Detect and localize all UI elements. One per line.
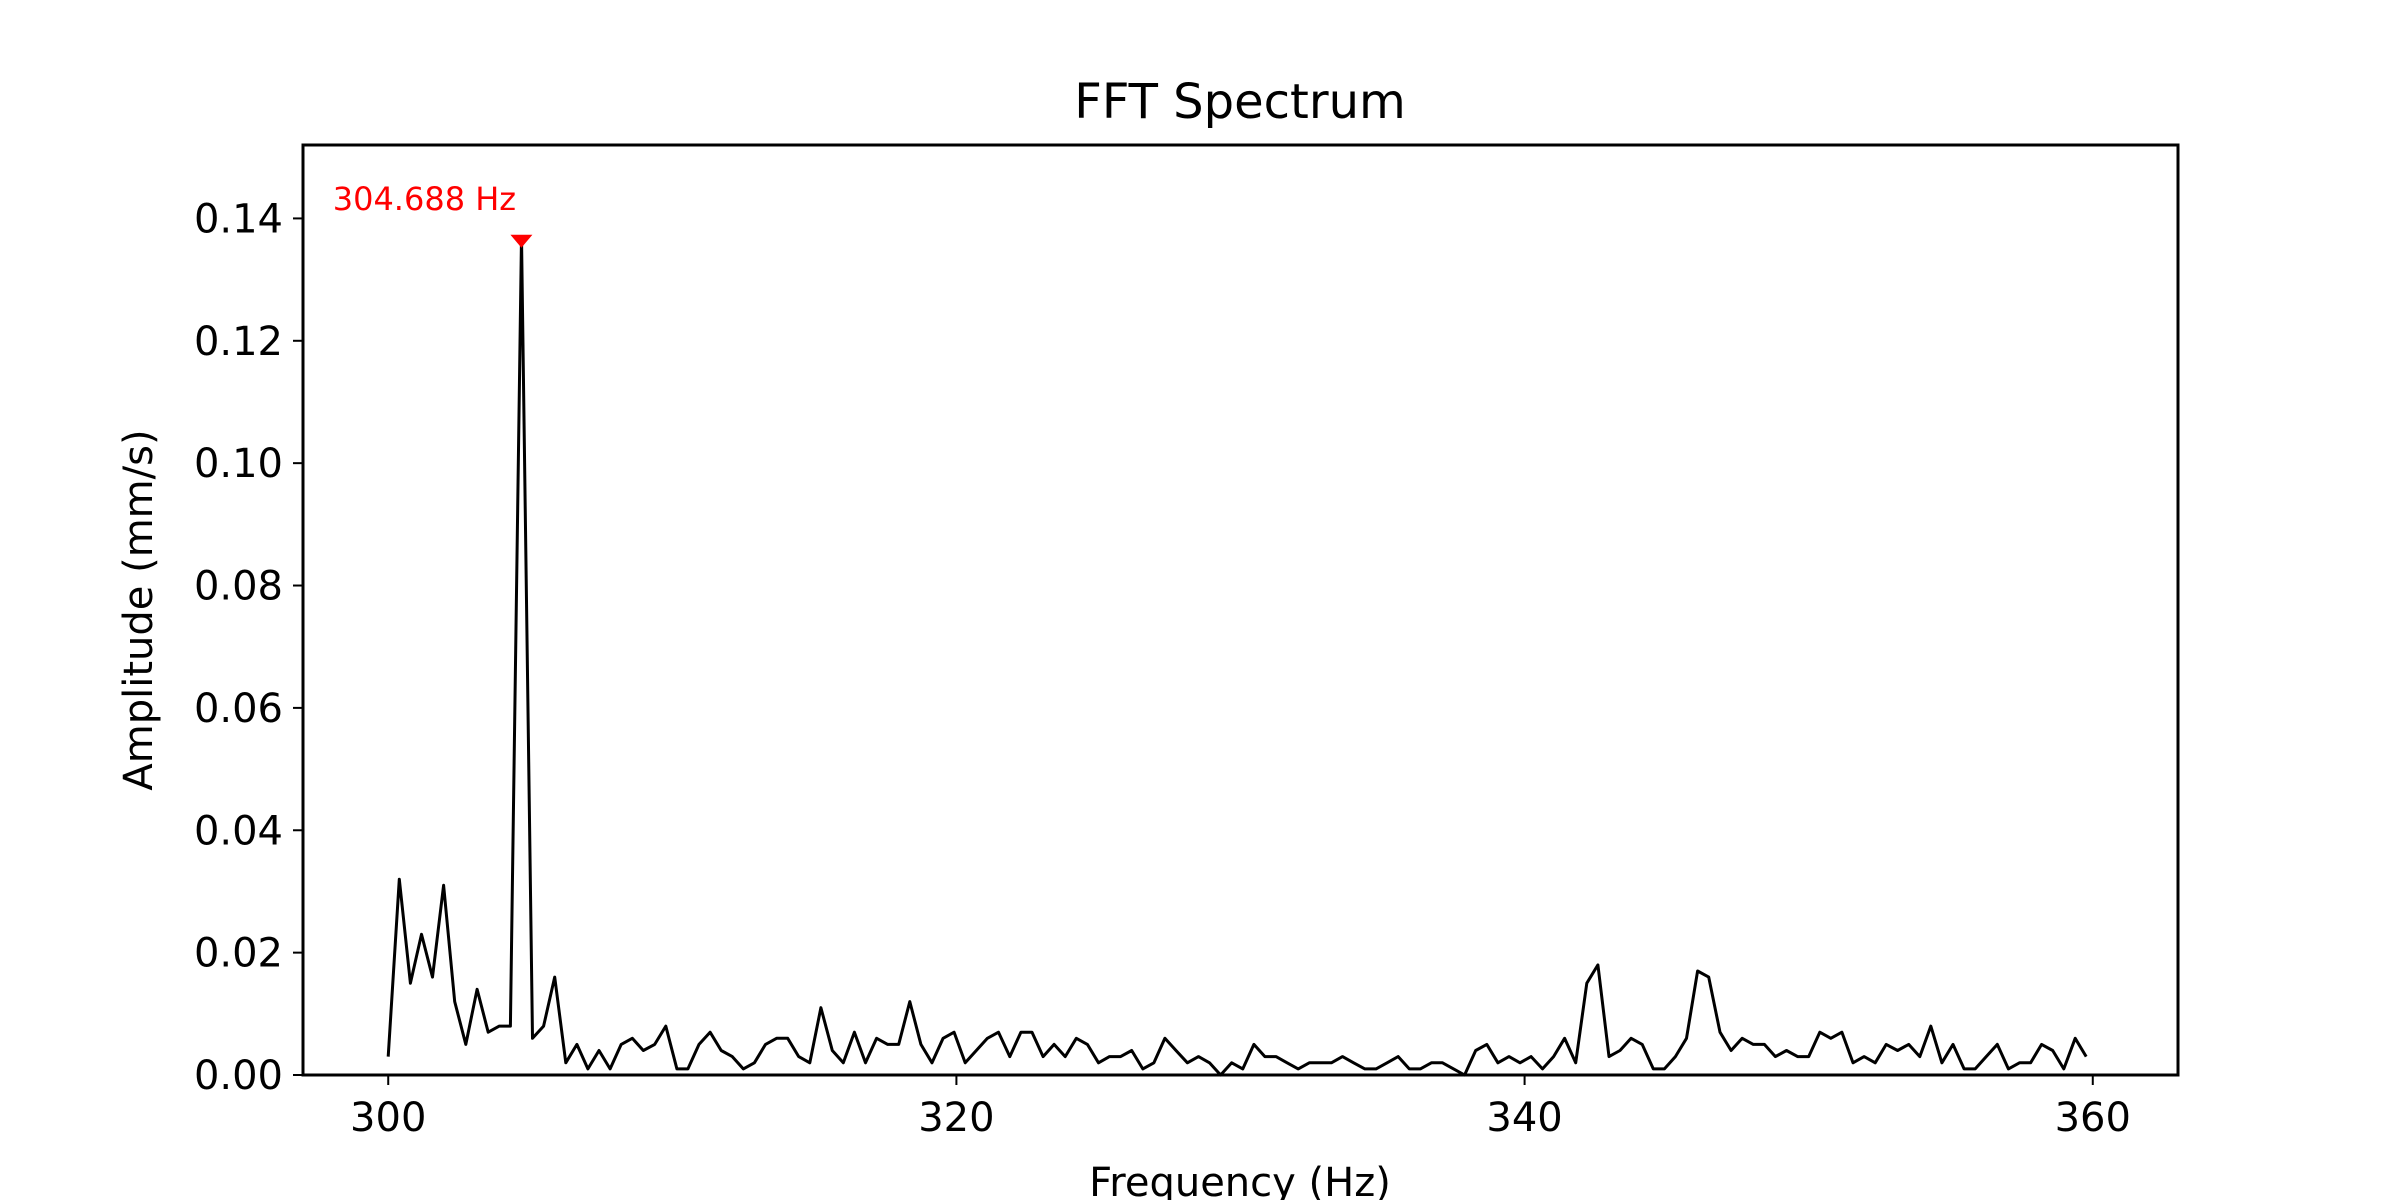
- spectrum-line: [386, 235, 2088, 1077]
- chart-title: FFT Spectrum: [1074, 74, 1406, 130]
- y-tick-label: 0.04: [194, 808, 283, 854]
- y-tick-label: 0.14: [194, 196, 283, 242]
- y-tick-label: 0.08: [194, 564, 283, 610]
- y-tick-label: 0.02: [194, 931, 283, 977]
- y-tick-label: 0.12: [194, 319, 283, 365]
- y-tick-label: 0.06: [194, 686, 283, 732]
- peak-marker: [510, 234, 533, 248]
- plot-area-frame: [301, 143, 2180, 1077]
- x-tick-label: 300: [350, 1095, 426, 1141]
- x-tick-label: 320: [918, 1095, 994, 1141]
- x-axis: 300 320 340 360: [350, 1075, 2131, 1141]
- y-axis: 0.00 0.02 0.04 0.06 0.08 0.10 0.12 0.14: [194, 196, 303, 1099]
- y-tick-label: 0.10: [194, 441, 283, 487]
- x-tick-label: 340: [1486, 1095, 1562, 1141]
- peak-annotation: 304.688 Hz: [333, 180, 516, 218]
- y-axis-label: Amplitude (mm/s): [116, 429, 162, 790]
- y-tick-label: 0.00: [194, 1053, 283, 1099]
- x-tick-label: 360: [2055, 1095, 2131, 1141]
- x-axis-label: Frequency (Hz): [1089, 1160, 1391, 1200]
